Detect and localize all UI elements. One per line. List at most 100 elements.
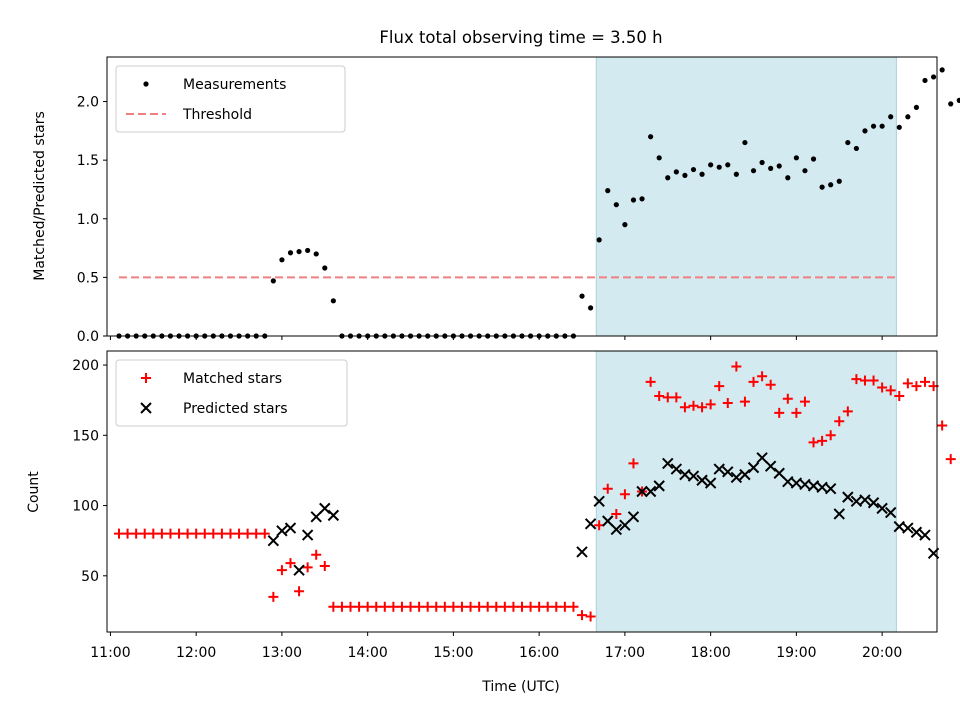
bottom-axes-frame xyxy=(106,350,938,633)
predicted-star-point xyxy=(602,515,614,527)
predicted-star-point xyxy=(824,482,837,495)
measurement-point xyxy=(656,155,662,161)
measurement-point xyxy=(605,188,611,194)
matched-star-point xyxy=(919,376,930,387)
matched-star-point xyxy=(945,454,956,465)
measurement-point xyxy=(733,171,739,177)
matched-star-point xyxy=(482,601,493,612)
measurement-point xyxy=(905,114,911,120)
measurement-point xyxy=(836,178,842,184)
bottom-y-tick-label: 150 xyxy=(72,428,99,444)
matched-star-point xyxy=(499,601,510,612)
top-legend-box xyxy=(115,65,346,133)
matched-star-point xyxy=(276,565,287,576)
matched-star-point xyxy=(388,601,399,612)
measurement-point xyxy=(613,202,619,208)
predicted-star-point xyxy=(293,564,305,576)
matched-star-point xyxy=(139,528,150,539)
matched-star-point xyxy=(911,381,922,392)
measurement-point xyxy=(793,155,799,161)
matched-star-point xyxy=(371,601,382,612)
measurement-point xyxy=(648,134,654,140)
predicted-star-point xyxy=(730,471,743,484)
measurement-point xyxy=(870,123,877,129)
top-y-tick-label: 0.0 xyxy=(77,329,99,345)
matched-star-point xyxy=(937,420,948,431)
measurement-point xyxy=(716,164,722,170)
matched-star-point xyxy=(294,586,305,597)
top-legend: Measurements Threshold xyxy=(115,65,346,133)
matched-star-point xyxy=(156,528,167,539)
matched-star-point xyxy=(671,392,682,403)
matched-star-point xyxy=(319,560,330,571)
matched-star-point xyxy=(122,528,133,539)
x-tick-label: 20:00 xyxy=(862,645,902,661)
measurement-point xyxy=(279,257,285,263)
matched-star-point xyxy=(396,601,407,612)
matched-star-point xyxy=(491,601,502,612)
x-tick-label: 15:00 xyxy=(433,645,473,661)
predicted-star-point xyxy=(267,534,280,547)
matched-star-point xyxy=(817,435,828,446)
measurement-point xyxy=(305,247,311,254)
measurement-point xyxy=(828,182,834,188)
x-tick-label: 11:00 xyxy=(90,645,130,661)
matched-star-point xyxy=(654,390,665,401)
predicted-star-point xyxy=(739,468,751,481)
x-axis-label: Time (UTC) xyxy=(481,679,559,695)
matched-star-point xyxy=(619,489,630,500)
matched-star-point xyxy=(534,601,545,612)
measurement-point xyxy=(879,123,885,129)
measurement-point xyxy=(759,159,765,166)
measurement-point xyxy=(819,184,825,190)
predicted-star-point xyxy=(764,460,777,472)
matched-star-point xyxy=(868,375,879,386)
matched-star-point xyxy=(577,610,588,621)
predicted-star-point xyxy=(593,495,605,508)
measurement-point xyxy=(948,101,954,107)
predicted-star-point xyxy=(910,526,923,538)
measurement-point xyxy=(845,139,851,146)
matched-star-point xyxy=(431,601,442,612)
matched-star-point xyxy=(225,528,236,539)
matched-star-point xyxy=(825,430,836,441)
measurement-point xyxy=(682,172,688,178)
measurement-point xyxy=(639,196,645,202)
matched-star-point xyxy=(114,528,125,539)
matched-star-point xyxy=(679,402,690,413)
matched-star-point xyxy=(834,416,845,427)
predicted-star-point xyxy=(704,477,717,489)
matched-star-point xyxy=(362,601,373,612)
predicted-star-point xyxy=(833,508,845,520)
predicted-star-point xyxy=(619,519,631,531)
x-tick-label: 13:00 xyxy=(262,645,302,661)
measurement-point xyxy=(673,169,679,175)
matched-star-point xyxy=(311,549,322,560)
legend-marker-predicted xyxy=(140,402,152,414)
top-shaded-interval xyxy=(596,57,897,336)
measurement-point xyxy=(785,175,791,181)
matched-star-point xyxy=(739,396,750,407)
matched-star-point xyxy=(645,376,656,387)
measurement-point xyxy=(888,114,894,120)
predicted-star-point xyxy=(662,457,674,470)
x-tick-label: 16:00 xyxy=(519,645,559,661)
legend-marker-measurements xyxy=(143,81,149,87)
predicted-star-point xyxy=(284,522,297,534)
matched-star-point xyxy=(131,528,142,539)
legend-label: Matched stars xyxy=(183,371,282,387)
matched-star-point xyxy=(842,406,853,417)
matched-star-point xyxy=(551,601,562,612)
matched-star-point xyxy=(422,601,433,612)
measurement-point xyxy=(270,278,276,284)
measurement-point xyxy=(322,265,328,271)
matched-star-point xyxy=(542,601,553,612)
measurement-point xyxy=(802,168,808,174)
matched-star-point xyxy=(285,558,296,569)
matched-star-point xyxy=(662,392,673,403)
predicted-star-point xyxy=(713,463,725,475)
measurement-point xyxy=(630,197,637,203)
bottom-legend: Matched stars Predicted stars xyxy=(115,359,348,427)
predicted-star-point xyxy=(319,502,331,515)
measurement-point xyxy=(956,97,960,103)
